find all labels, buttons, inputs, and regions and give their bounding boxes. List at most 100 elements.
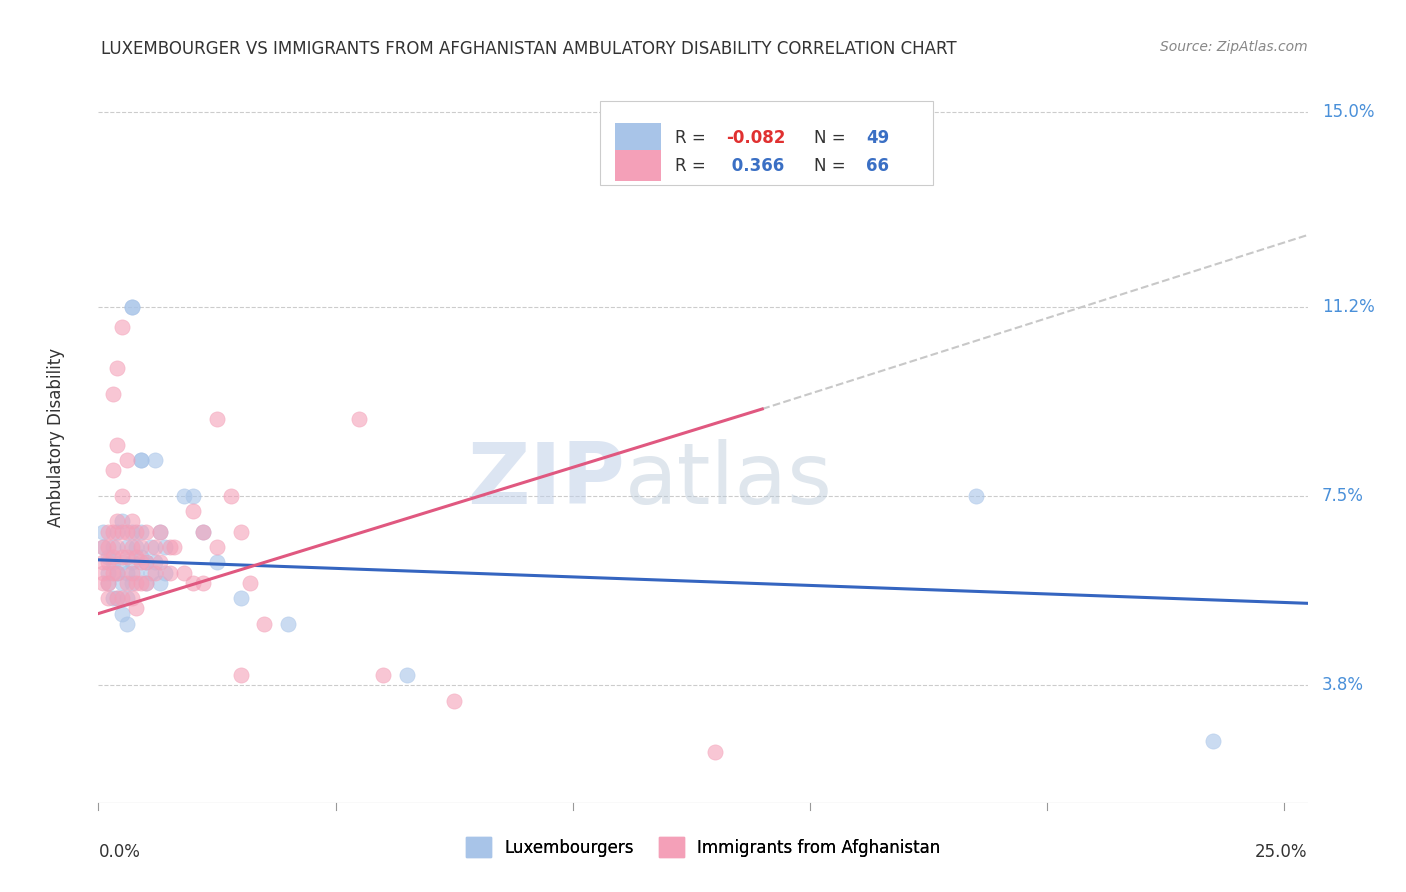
Point	[97, 575, 120, 590]
Text: 0.0%: 0.0%	[98, 843, 141, 861]
Point	[91, 575, 114, 590]
Point	[125, 601, 148, 615]
Text: 25.0%: 25.0%	[1256, 843, 1308, 861]
Point	[229, 591, 252, 606]
Point	[111, 555, 134, 569]
Point	[115, 616, 138, 631]
Point	[121, 300, 143, 314]
Point	[105, 438, 128, 452]
Point	[159, 540, 181, 554]
Point	[101, 463, 124, 477]
Point	[129, 555, 152, 569]
Point	[173, 489, 195, 503]
Point	[135, 575, 157, 590]
Point	[703, 745, 725, 759]
Point	[443, 693, 465, 707]
Point	[105, 540, 128, 554]
Text: -0.082: -0.082	[725, 129, 786, 147]
Point	[139, 540, 162, 554]
Point	[101, 555, 124, 569]
Point	[121, 555, 143, 569]
Point	[101, 591, 124, 606]
Point	[105, 591, 128, 606]
Point	[125, 550, 148, 565]
Point	[121, 566, 143, 580]
Point	[101, 524, 124, 539]
Point	[115, 591, 138, 606]
Point	[97, 540, 120, 554]
Point	[105, 361, 128, 376]
Point	[129, 453, 152, 467]
Point	[105, 566, 128, 580]
Point	[219, 489, 242, 503]
Point	[153, 540, 176, 554]
Point	[347, 412, 370, 426]
Point	[125, 566, 148, 580]
Point	[105, 591, 128, 606]
Point	[125, 575, 148, 590]
Point	[163, 540, 186, 554]
Point	[97, 524, 120, 539]
Point	[91, 555, 114, 569]
Point	[91, 566, 114, 580]
Text: atlas: atlas	[624, 440, 832, 523]
Point	[101, 550, 124, 565]
Point	[91, 540, 114, 554]
Point	[101, 566, 124, 580]
Point	[191, 524, 214, 539]
Point	[371, 668, 394, 682]
Point	[105, 524, 128, 539]
Point	[205, 540, 228, 554]
Point	[149, 524, 172, 539]
Text: 11.2%: 11.2%	[1322, 298, 1375, 316]
Point	[143, 555, 166, 569]
Point	[97, 550, 120, 565]
Point	[111, 489, 134, 503]
Point	[111, 515, 134, 529]
Point	[129, 453, 152, 467]
Text: 7.5%: 7.5%	[1322, 487, 1364, 505]
Text: N =: N =	[814, 157, 851, 175]
Point	[229, 668, 252, 682]
Text: LUXEMBOURGER VS IMMIGRANTS FROM AFGHANISTAN AMBULATORY DISABILITY CORRELATION CH: LUXEMBOURGER VS IMMIGRANTS FROM AFGHANIS…	[101, 40, 957, 58]
Point	[111, 591, 134, 606]
Point	[111, 607, 134, 621]
Point	[121, 524, 143, 539]
Point	[253, 616, 276, 631]
Text: 66: 66	[866, 157, 889, 175]
Point	[121, 300, 143, 314]
Point	[143, 540, 166, 554]
Point	[97, 575, 120, 590]
Point	[111, 575, 134, 590]
Point	[125, 524, 148, 539]
Point	[121, 575, 143, 590]
Point	[159, 566, 181, 580]
Point	[965, 489, 987, 503]
Point	[101, 386, 124, 401]
Point	[115, 524, 138, 539]
Point	[153, 566, 176, 580]
Point	[191, 524, 214, 539]
Text: R =: R =	[675, 157, 711, 175]
Point	[121, 515, 143, 529]
Point	[105, 566, 128, 580]
Point	[129, 550, 152, 565]
Legend: Luxembourgers, Immigrants from Afghanistan: Luxembourgers, Immigrants from Afghanist…	[460, 830, 946, 864]
Point	[191, 575, 214, 590]
Point	[239, 575, 262, 590]
Text: Source: ZipAtlas.com: Source: ZipAtlas.com	[1160, 40, 1308, 54]
Point	[91, 524, 114, 539]
Point	[111, 550, 134, 565]
Point	[129, 524, 152, 539]
Point	[115, 453, 138, 467]
Point	[205, 412, 228, 426]
Text: 3.8%: 3.8%	[1322, 676, 1364, 694]
Point	[149, 575, 172, 590]
Text: N =: N =	[814, 129, 851, 147]
Point	[97, 555, 120, 569]
Point	[143, 566, 166, 580]
Point	[129, 540, 152, 554]
Point	[97, 591, 120, 606]
FancyBboxPatch shape	[614, 123, 661, 153]
Text: 49: 49	[866, 129, 890, 147]
